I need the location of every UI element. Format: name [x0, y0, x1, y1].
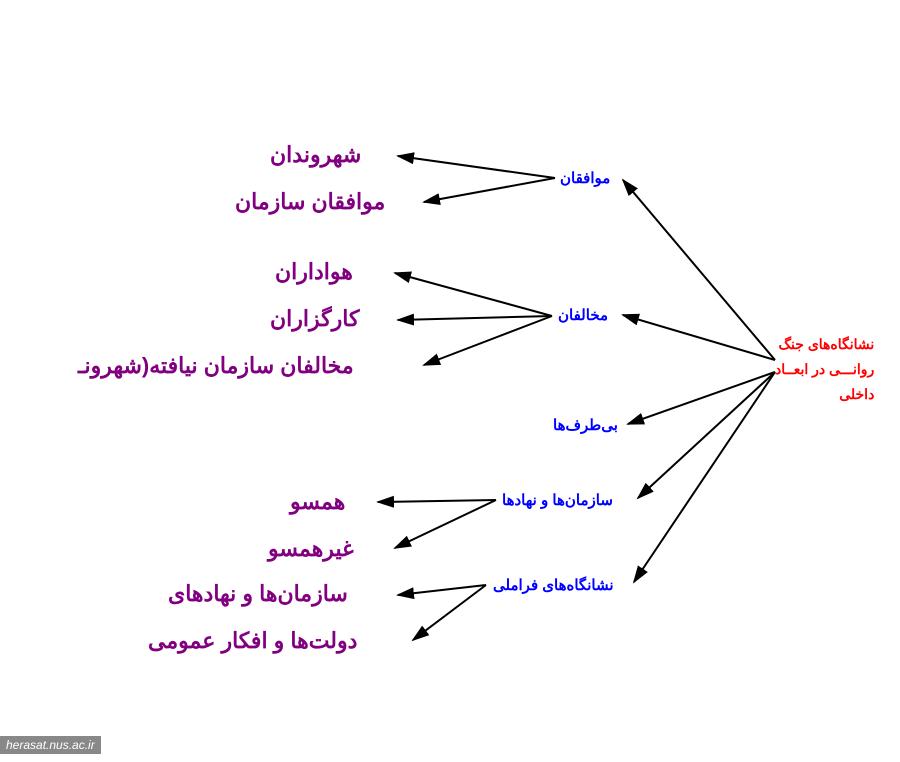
- branch-node: مخالفان: [558, 306, 608, 324]
- leaf-node: مخالفان سازمان نیافته(شهرونـ: [78, 353, 354, 379]
- leaf-node: همسو: [290, 489, 345, 515]
- leaf-node: شهروندان: [270, 142, 361, 168]
- leaf-node: غیرهمسو: [268, 536, 354, 562]
- branch-node: نشانگاه‌های فراملی: [493, 576, 614, 594]
- leaf-node: موافقان سازمان: [235, 189, 385, 215]
- leaf-node: سازمان‌ها و نهادهای: [168, 581, 348, 607]
- leaf-node: دولت‌ها و افکار عمومی: [148, 628, 357, 654]
- root-node: نشانگاه‌های جنگروانـــی در ابعــادداخلی: [775, 332, 874, 408]
- branch-node: بی‌طرف‌ها: [553, 416, 618, 434]
- leaf-node: کارگزاران: [270, 306, 359, 332]
- tree-diagram: نشانگاه‌های جنگروانـــی در ابعــادداخلی …: [0, 0, 900, 762]
- arrows-layer: [0, 0, 900, 762]
- leaf-node: هواداران: [275, 259, 353, 285]
- branch-node: سازمان‌ها و نهادها: [502, 491, 613, 509]
- branch-node: موافقان: [560, 169, 610, 187]
- watermark: herasat.nus.ac.ir: [0, 736, 101, 754]
